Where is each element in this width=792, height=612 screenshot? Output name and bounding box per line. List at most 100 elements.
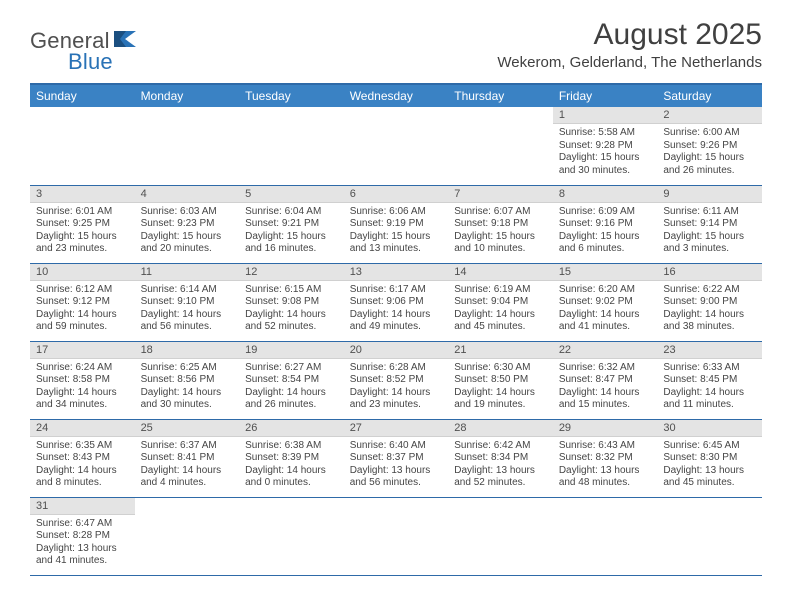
daylight-text: Daylight: 13 hours (36, 543, 129, 556)
day-cell: 29Sunrise: 6:43 AMSunset: 8:32 PMDayligh… (553, 419, 658, 497)
day-cell (344, 497, 449, 575)
day-cell: 16Sunrise: 6:22 AMSunset: 9:00 PMDayligh… (657, 263, 762, 341)
daylight-text: Daylight: 14 hours (559, 309, 652, 322)
sunrise-text: Sunrise: 6:01 AM (36, 206, 129, 219)
month-title: August 2025 (497, 18, 762, 52)
day-body: Sunrise: 6:14 AMSunset: 9:10 PMDaylight:… (135, 281, 240, 338)
sunset-text: Sunset: 8:45 PM (663, 374, 756, 387)
sunrise-text: Sunrise: 6:15 AM (245, 284, 338, 297)
daylight-text: and 48 minutes. (559, 477, 652, 490)
sunset-text: Sunset: 8:47 PM (559, 374, 652, 387)
sunrise-text: Sunrise: 6:43 AM (559, 440, 652, 453)
day-number: 25 (135, 420, 240, 437)
day-body: Sunrise: 6:35 AMSunset: 8:43 PMDaylight:… (30, 437, 135, 494)
day-cell: 1Sunrise: 5:58 AMSunset: 9:28 PMDaylight… (553, 107, 658, 185)
day-body: Sunrise: 6:17 AMSunset: 9:06 PMDaylight:… (344, 281, 449, 338)
day-number: 28 (448, 420, 553, 437)
day-number: 29 (553, 420, 658, 437)
day-body: Sunrise: 6:33 AMSunset: 8:45 PMDaylight:… (657, 359, 762, 416)
day-number: 18 (135, 342, 240, 359)
daylight-text: Daylight: 15 hours (245, 231, 338, 244)
sunset-text: Sunset: 9:10 PM (141, 296, 234, 309)
day-body: Sunrise: 6:32 AMSunset: 8:47 PMDaylight:… (553, 359, 658, 416)
day-number: 9 (657, 186, 762, 203)
daylight-text: and 56 minutes. (350, 477, 443, 490)
daylight-text: and 41 minutes. (36, 555, 129, 568)
day-number: 20 (344, 342, 449, 359)
day-body: Sunrise: 6:27 AMSunset: 8:54 PMDaylight:… (239, 359, 344, 416)
day-header: Saturday (657, 84, 762, 107)
day-number: 3 (30, 186, 135, 203)
day-cell (239, 107, 344, 185)
day-number: 4 (135, 186, 240, 203)
day-cell (448, 497, 553, 575)
day-cell: 25Sunrise: 6:37 AMSunset: 8:41 PMDayligh… (135, 419, 240, 497)
day-cell (657, 497, 762, 575)
day-header: Sunday (30, 84, 135, 107)
day-cell: 17Sunrise: 6:24 AMSunset: 8:58 PMDayligh… (30, 341, 135, 419)
sunrise-text: Sunrise: 6:09 AM (559, 206, 652, 219)
daylight-text: Daylight: 15 hours (663, 231, 756, 244)
sunrise-text: Sunrise: 6:17 AM (350, 284, 443, 297)
day-body: Sunrise: 6:07 AMSunset: 9:18 PMDaylight:… (448, 203, 553, 260)
daylight-text: and 23 minutes. (350, 399, 443, 412)
day-number: 6 (344, 186, 449, 203)
daylight-text: and 10 minutes. (454, 243, 547, 256)
day-body: Sunrise: 6:45 AMSunset: 8:30 PMDaylight:… (657, 437, 762, 494)
daylight-text: Daylight: 15 hours (663, 152, 756, 165)
day-header: Tuesday (239, 84, 344, 107)
sunrise-text: Sunrise: 6:07 AM (454, 206, 547, 219)
title-block: August 2025 Wekerom, Gelderland, The Net… (497, 18, 762, 73)
sunrise-text: Sunrise: 6:35 AM (36, 440, 129, 453)
day-body: Sunrise: 6:03 AMSunset: 9:23 PMDaylight:… (135, 203, 240, 260)
sunset-text: Sunset: 8:52 PM (350, 374, 443, 387)
day-cell: 27Sunrise: 6:40 AMSunset: 8:37 PMDayligh… (344, 419, 449, 497)
day-cell: 3Sunrise: 6:01 AMSunset: 9:25 PMDaylight… (30, 185, 135, 263)
daylight-text: and 26 minutes. (245, 399, 338, 412)
sunrise-text: Sunrise: 6:40 AM (350, 440, 443, 453)
daylight-text: and 38 minutes. (663, 321, 756, 334)
daylight-text: Daylight: 14 hours (245, 309, 338, 322)
sunset-text: Sunset: 8:28 PM (36, 530, 129, 543)
daylight-text: Daylight: 13 hours (454, 465, 547, 478)
sunrise-text: Sunrise: 6:12 AM (36, 284, 129, 297)
day-cell: 15Sunrise: 6:20 AMSunset: 9:02 PMDayligh… (553, 263, 658, 341)
sunrise-text: Sunrise: 6:38 AM (245, 440, 338, 453)
day-body: Sunrise: 6:15 AMSunset: 9:08 PMDaylight:… (239, 281, 344, 338)
day-number: 27 (344, 420, 449, 437)
day-body: Sunrise: 6:47 AMSunset: 8:28 PMDaylight:… (30, 515, 135, 572)
day-cell: 6Sunrise: 6:06 AMSunset: 9:19 PMDaylight… (344, 185, 449, 263)
sunrise-text: Sunrise: 6:42 AM (454, 440, 547, 453)
sunset-text: Sunset: 8:32 PM (559, 452, 652, 465)
daylight-text: Daylight: 13 hours (663, 465, 756, 478)
day-cell: 23Sunrise: 6:33 AMSunset: 8:45 PMDayligh… (657, 341, 762, 419)
day-header: Monday (135, 84, 240, 107)
daylight-text: Daylight: 15 hours (350, 231, 443, 244)
sunset-text: Sunset: 9:28 PM (559, 140, 652, 153)
daylight-text: and 45 minutes. (454, 321, 547, 334)
sunrise-text: Sunrise: 6:28 AM (350, 362, 443, 375)
day-body: Sunrise: 6:38 AMSunset: 8:39 PMDaylight:… (239, 437, 344, 494)
day-body: Sunrise: 6:20 AMSunset: 9:02 PMDaylight:… (553, 281, 658, 338)
sunrise-text: Sunrise: 6:14 AM (141, 284, 234, 297)
day-body: Sunrise: 5:58 AMSunset: 9:28 PMDaylight:… (553, 124, 658, 181)
day-number: 30 (657, 420, 762, 437)
day-cell: 24Sunrise: 6:35 AMSunset: 8:43 PMDayligh… (30, 419, 135, 497)
day-cell (135, 107, 240, 185)
sunrise-text: Sunrise: 5:58 AM (559, 127, 652, 140)
daylight-text: and 3 minutes. (663, 243, 756, 256)
sunrise-text: Sunrise: 6:32 AM (559, 362, 652, 375)
page: General August 2025 Wekerom, Gelderland,… (0, 0, 792, 576)
day-number: 23 (657, 342, 762, 359)
daylight-text: Daylight: 13 hours (350, 465, 443, 478)
sunset-text: Sunset: 9:18 PM (454, 218, 547, 231)
daylight-text: Daylight: 14 hours (663, 387, 756, 400)
day-cell: 4Sunrise: 6:03 AMSunset: 9:23 PMDaylight… (135, 185, 240, 263)
day-cell: 7Sunrise: 6:07 AMSunset: 9:18 PMDaylight… (448, 185, 553, 263)
daylight-text: Daylight: 15 hours (559, 231, 652, 244)
daylight-text: and 0 minutes. (245, 477, 338, 490)
day-number: 31 (30, 498, 135, 515)
sunrise-text: Sunrise: 6:27 AM (245, 362, 338, 375)
day-cell (448, 107, 553, 185)
day-number: 26 (239, 420, 344, 437)
